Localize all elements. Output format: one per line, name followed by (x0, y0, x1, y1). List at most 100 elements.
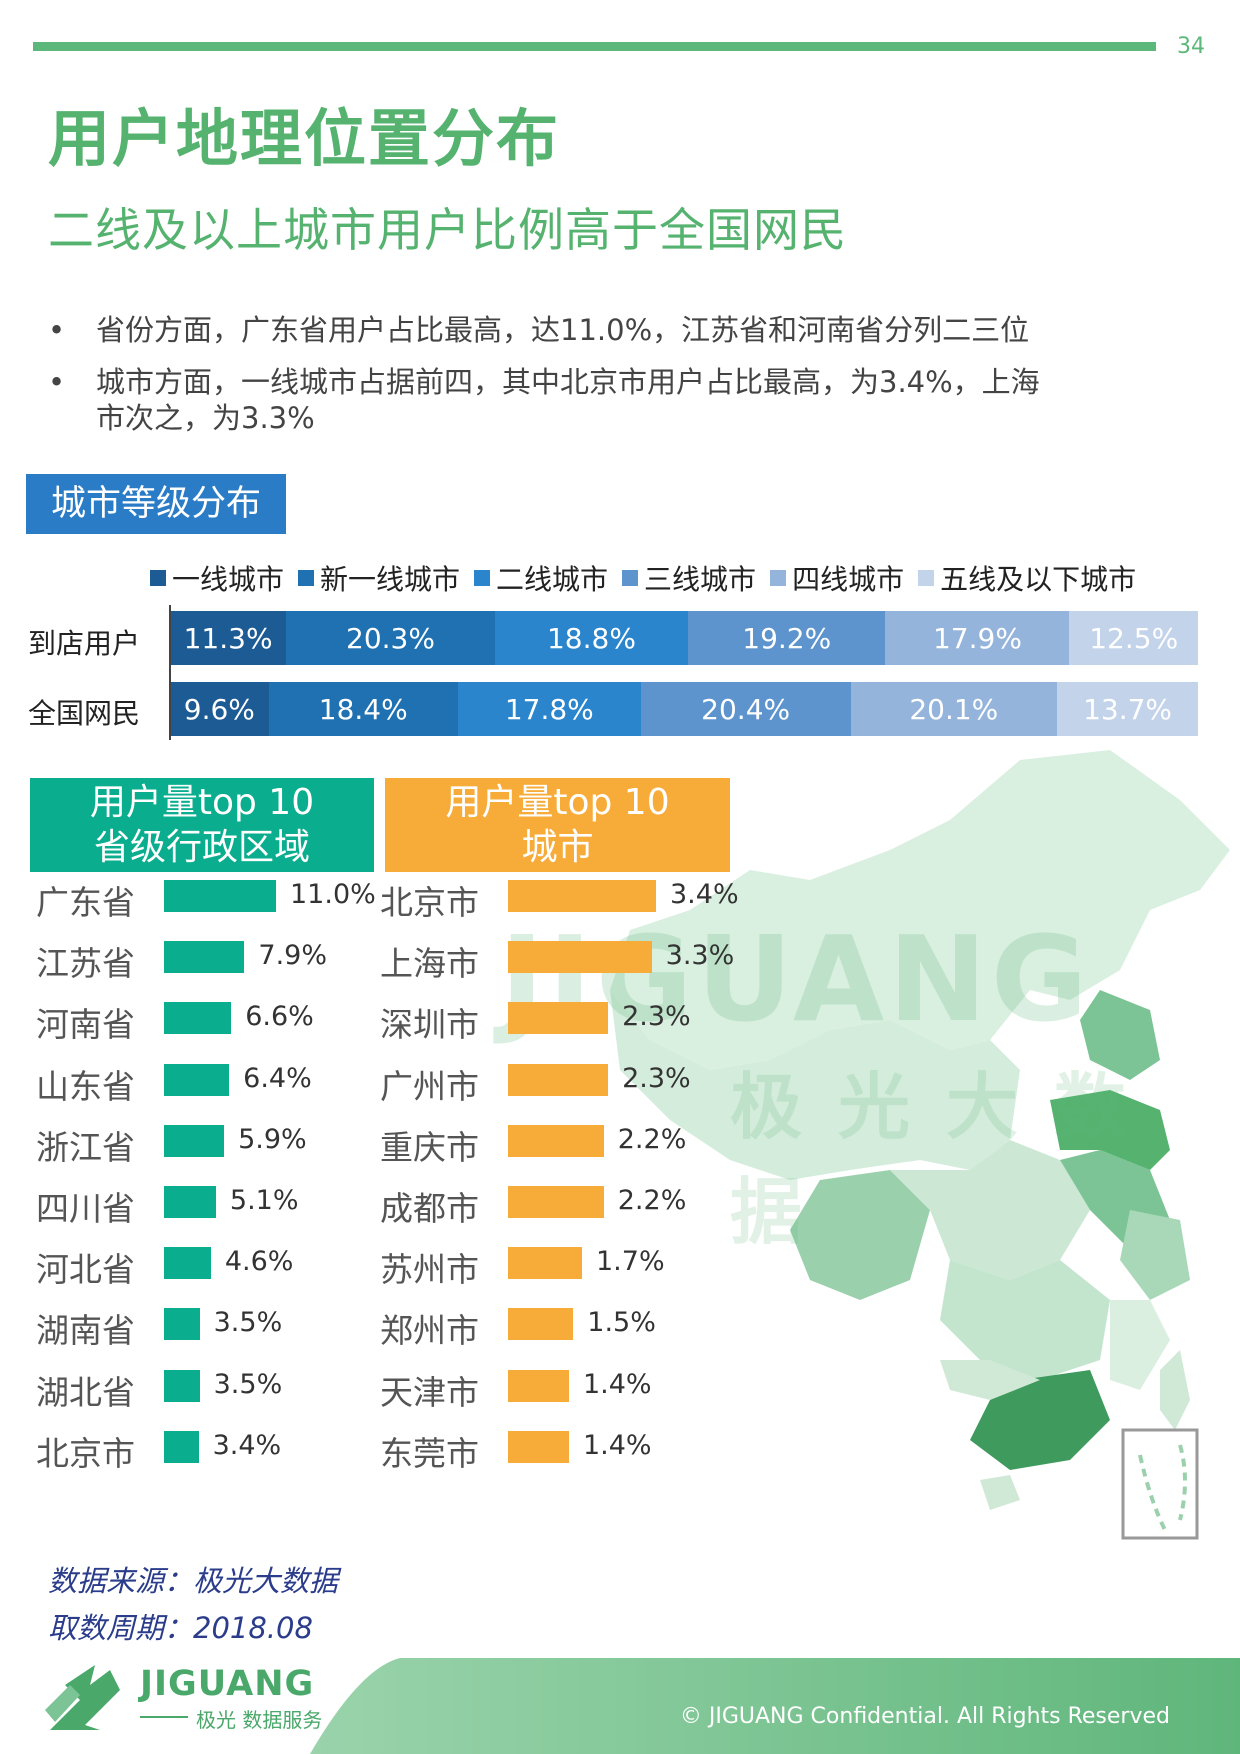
stacked-bar-store-users: 11.3% 20.3% 18.8% 19.2% 17.9% 12.5% (170, 611, 1198, 665)
city-rank-value: 1.4% (582, 1429, 652, 1461)
province-header-line1: 用户量top 10 (89, 782, 315, 823)
legend-label: 三线城市 (644, 563, 757, 596)
legend-label: 四线城市 (792, 563, 905, 596)
city-rank-bar (508, 880, 656, 912)
legend-item: 二线城市 (474, 558, 608, 598)
logo-divider (140, 1716, 188, 1718)
province-rank-value: 3.5% (213, 1307, 283, 1339)
bullet-text-cont: 市次之，为3.3% (96, 401, 315, 435)
province-rank-name: 湖北省 (36, 1372, 135, 1412)
stack-segment: 11.3% (170, 611, 287, 665)
city-rank-value: 3.3% (665, 940, 735, 972)
city-rank-name: 重庆市 (380, 1127, 479, 1167)
province-rank-bar (164, 1002, 232, 1035)
data-source: 数据来源：极光大数据 (48, 1564, 339, 1598)
province-rank-bar (164, 941, 245, 974)
city-rank-value: 2.3% (622, 1062, 691, 1094)
legend-label: 二线城市 (496, 563, 609, 596)
legend-swatch (770, 570, 787, 586)
city-rank-name: 苏州市 (380, 1250, 479, 1290)
page-title: 用户地理位置分布 (48, 102, 561, 175)
city-rank-value: 3.4% (670, 879, 739, 910)
bullet-dot: • (48, 365, 66, 399)
legend-swatch (622, 570, 639, 586)
city-rank-bar (508, 1247, 582, 1280)
city-rank-value: 1.4% (582, 1368, 652, 1400)
stack-segment: 18.4% (268, 682, 458, 736)
jiguang-logo-icon (45, 1665, 120, 1730)
province-rank-name: 河北省 (36, 1250, 135, 1290)
city-rank-bar (508, 1124, 604, 1157)
data-period: 取数周期：2018.08 (48, 1611, 313, 1645)
page-number: 34 (1177, 34, 1205, 59)
province-top10-header: 用户量top 10 省级行政区域 (30, 778, 374, 872)
city-rank-bar (508, 1430, 569, 1463)
city-rank-bar (508, 1063, 609, 1096)
stack-segment: 17.9% (885, 611, 1070, 665)
stack-segment: 20.1% (850, 682, 1058, 736)
city-rank-bar (508, 1308, 574, 1341)
city-rank-name: 深圳市 (380, 1005, 479, 1045)
legend-label: 新一线城市 (320, 563, 461, 596)
province-rank-name: 湖南省 (36, 1311, 135, 1351)
city-header-line1: 用户量top 10 (445, 782, 670, 823)
top-rule (33, 42, 1156, 51)
city-rank-bar (508, 941, 652, 974)
china-map-icon (610, 750, 1230, 1540)
legend-item: 四线城市 (770, 558, 904, 598)
legend-swatch (298, 570, 315, 586)
bullet-dot: • (48, 313, 66, 347)
stack-segment: 9.6% (170, 682, 269, 736)
bullet-text: 城市方面，一线城市占据前四，其中北京市用户占比最高，为3.4%，上海 (96, 365, 1040, 399)
province-rank-bar (164, 1124, 225, 1157)
footer-band (310, 1658, 1240, 1754)
legend-swatch (918, 570, 935, 586)
legend-item: 新一线城市 (298, 558, 460, 598)
city-rank-name: 广州市 (380, 1066, 479, 1106)
stack-segment: 19.2% (688, 611, 886, 665)
city-rank-name: 上海市 (380, 944, 479, 984)
province-rank-bar (164, 880, 276, 912)
south-china-sea-inset (1121, 1428, 1199, 1540)
stack-segment: 20.4% (640, 682, 851, 736)
city-rank-value: 2.3% (622, 1001, 691, 1033)
legend-item: 五线及以下城市 (918, 558, 1136, 598)
province-rank-bar (164, 1308, 200, 1341)
city-rank-value: 1.7% (596, 1246, 665, 1278)
copyright-text: © JIGUANG Confidential. All Rights Reser… (679, 1704, 1170, 1729)
bullet-city: • 城市方面，一线城市占据前四，其中北京市用户占比最高，为3.4%，上海 市次之… (48, 364, 1236, 436)
province-rank-name: 河南省 (36, 1005, 135, 1045)
city-rank-name: 北京市 (380, 883, 479, 922)
city-rank-value: 2.2% (617, 1185, 687, 1216)
legend-label: 五线及以下城市 (940, 563, 1137, 596)
legend-item: 三线城市 (622, 558, 756, 598)
province-rank-value: 6.6% (245, 1001, 314, 1033)
province-rank-value: 5.9% (238, 1123, 307, 1155)
city-rank-value: 2.2% (617, 1123, 687, 1155)
city-rank-bar (508, 1369, 569, 1402)
stack-segment: 12.5% (1069, 611, 1198, 665)
province-header-line2: 省级行政区域 (93, 827, 310, 868)
stack-segment: 18.8% (494, 611, 689, 665)
legend-swatch (150, 570, 166, 586)
tier-chart-title: 城市等级分布 (26, 474, 286, 534)
city-rank-bar (508, 1002, 609, 1035)
province-rank-value: 4.6% (224, 1246, 294, 1278)
city-rank-name: 天津市 (380, 1372, 479, 1412)
province-rank-bar (164, 1247, 211, 1280)
legend-item: 一线城市 (150, 558, 284, 598)
city-rank-bar (508, 1186, 604, 1218)
stack-segment: 17.8% (457, 682, 641, 736)
watermark-cn: 极光大数据 (730, 1065, 1163, 1254)
city-rank-name: 东莞市 (380, 1433, 479, 1473)
province-rank-name: 浙江省 (36, 1127, 135, 1167)
legend-swatch (474, 570, 491, 586)
logo-subtext: 极光 数据服务 (196, 1708, 323, 1732)
stacked-bar-national: 9.6% 18.4% 17.8% 20.4% 20.1% 13.7% (170, 682, 1198, 736)
logo-text: JIGUANG (140, 1664, 315, 1704)
city-rank-name: 郑州市 (380, 1311, 479, 1351)
legend-label: 一线城市 (172, 563, 285, 596)
stack-segment: 13.7% (1057, 682, 1198, 736)
province-rank-name: 江苏省 (36, 944, 135, 984)
province-rank-name: 四川省 (36, 1189, 135, 1228)
